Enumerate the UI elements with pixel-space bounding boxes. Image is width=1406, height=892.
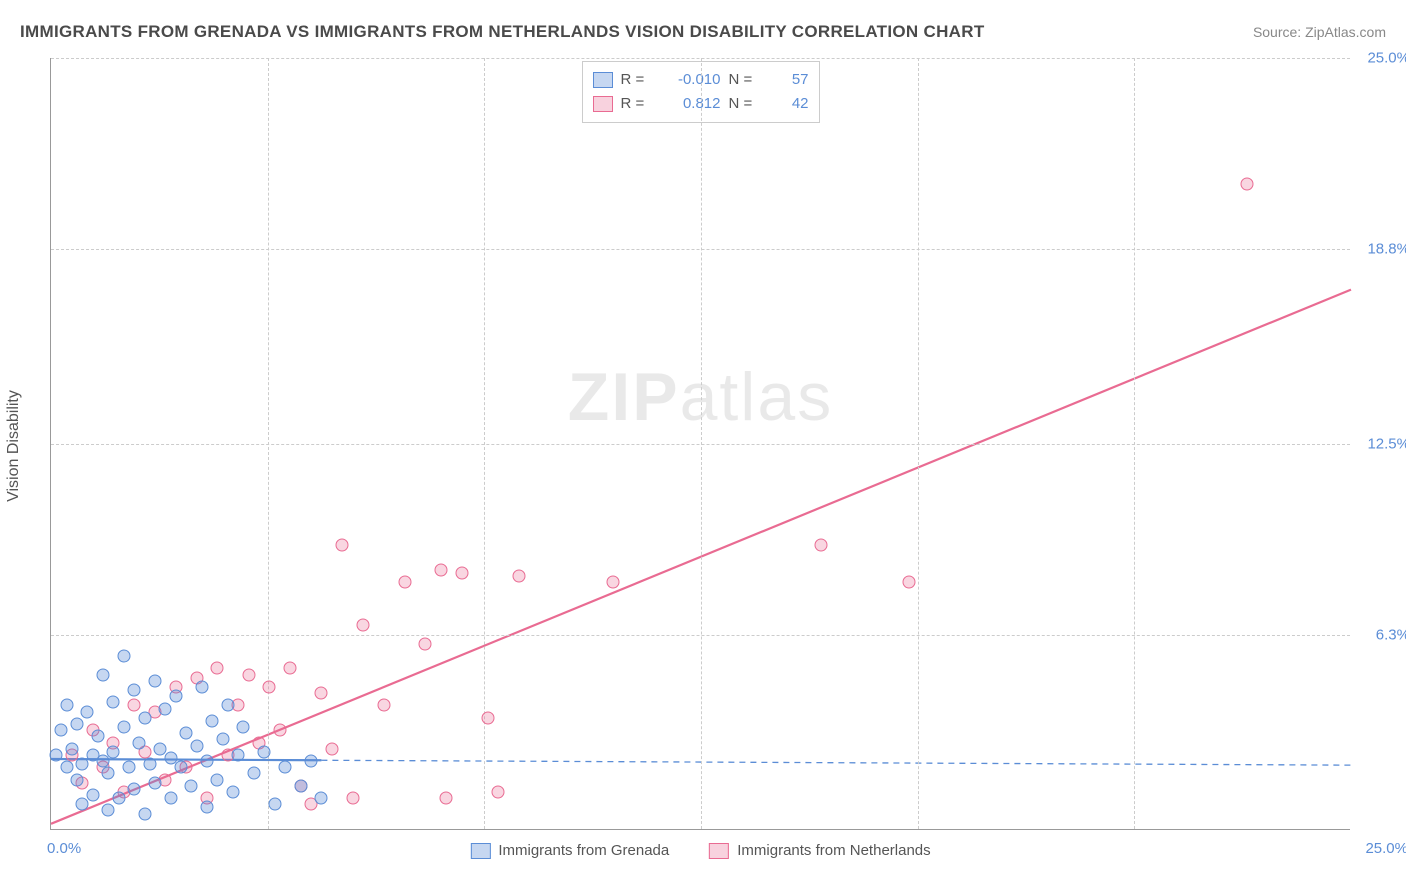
data-point [481,711,494,724]
gridline-v [918,58,919,829]
data-point [143,758,156,771]
data-point [164,792,177,805]
data-point [138,807,151,820]
data-point [201,755,214,768]
plot-area: ZIPatlas R =-0.010N =57R =0.812N =42 0.0… [50,58,1350,830]
data-point [71,718,84,731]
data-point [258,745,271,758]
legend-item: Immigrants from Grenada [470,842,669,859]
data-point [357,619,370,632]
data-point [76,758,89,771]
x-origin-label: 0.0% [47,840,81,857]
data-point [903,575,916,588]
chart-title: IMMIGRANTS FROM GRENADA VS IMMIGRANTS FR… [20,22,985,42]
data-point [123,761,136,774]
data-point [149,674,162,687]
data-point [435,563,448,576]
data-point [128,699,141,712]
data-point [60,761,73,774]
data-point [305,755,318,768]
data-point [86,789,99,802]
data-point [201,801,214,814]
gridline-v [701,58,702,829]
x-max-label: 25.0% [1365,840,1406,857]
data-point [814,538,827,551]
data-point [128,782,141,795]
data-point [102,767,115,780]
ytick-label: 6.3% [1376,627,1406,644]
data-point [50,748,63,761]
data-point [315,687,328,700]
data-point [117,650,130,663]
data-point [211,662,224,675]
data-point [216,733,229,746]
data-point [195,680,208,693]
data-point [325,742,338,755]
data-point [138,711,151,724]
data-point [247,767,260,780]
data-point [91,730,104,743]
data-point [76,798,89,811]
ytick-label: 25.0% [1367,50,1406,67]
data-point [419,637,432,650]
data-point [185,779,198,792]
gridline-v [1134,58,1135,829]
data-point [169,690,182,703]
data-point [107,745,120,758]
ytick-label: 18.8% [1367,241,1406,258]
data-point [492,785,505,798]
data-point [128,684,141,697]
data-point [60,699,73,712]
data-point [336,538,349,551]
legend-label: Immigrants from Grenada [498,842,669,859]
gridline-v [268,58,269,829]
data-point [1241,177,1254,190]
data-point [606,575,619,588]
data-point [175,761,188,774]
data-point [294,779,307,792]
data-point [190,739,203,752]
data-point [117,721,130,734]
data-point [102,804,115,817]
data-point [97,668,110,681]
legend-series: Immigrants from Grenada Immigrants from N… [470,842,930,859]
legend-swatch [709,843,729,859]
data-point [107,696,120,709]
data-point [273,724,286,737]
data-point [206,714,219,727]
data-point [242,668,255,681]
legend-label: Immigrants from Netherlands [737,842,930,859]
data-point [159,702,172,715]
data-point [513,569,526,582]
data-point [112,792,125,805]
data-point [149,776,162,789]
data-point [440,792,453,805]
data-point [221,699,234,712]
data-point [211,773,224,786]
data-point [180,727,193,740]
data-point [55,724,68,737]
data-point [71,773,84,786]
data-point [232,748,245,761]
data-point [346,792,359,805]
data-point [315,792,328,805]
source-label: Source: ZipAtlas.com [1253,24,1386,40]
data-point [284,662,297,675]
data-point [227,785,240,798]
y-axis-label: Vision Disability [5,390,23,502]
data-point [97,755,110,768]
data-point [263,680,276,693]
data-point [133,736,146,749]
data-point [398,575,411,588]
data-point [65,742,78,755]
data-point [81,705,94,718]
data-point [237,721,250,734]
legend-item: Immigrants from Netherlands [709,842,930,859]
data-point [268,798,281,811]
ytick-label: 12.5% [1367,436,1406,453]
data-point [279,761,292,774]
data-point [377,699,390,712]
legend-swatch [470,843,490,859]
data-point [455,566,468,579]
